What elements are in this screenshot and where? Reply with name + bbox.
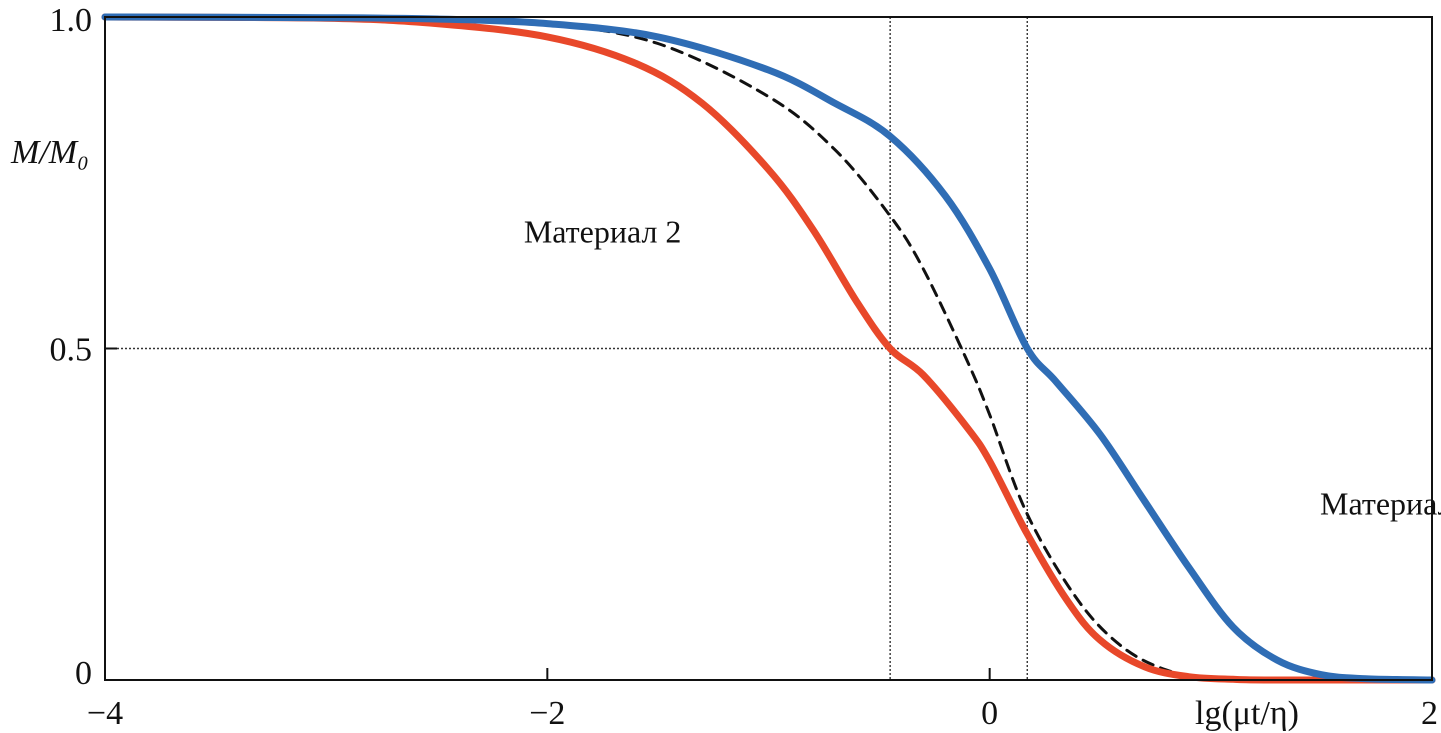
annotation-label-0: Материал 2	[524, 213, 682, 249]
x-tick-label-0: −4	[87, 695, 123, 732]
y-tick-label-2: 1.0	[50, 2, 93, 39]
plot-frame	[104, 16, 1433, 681]
y-tick-label-1: 0.5	[50, 332, 93, 369]
x-tick-label-2: 0	[981, 695, 998, 732]
annotation-label-1: Материал 1	[1320, 485, 1441, 521]
x-tick-label-3: 2	[1421, 695, 1438, 732]
series-line-material-1	[101, 13, 1436, 684]
y-axis-label: M/M₀	[10, 134, 89, 171]
y-tick-label-0: 0	[75, 655, 92, 692]
x-axis-label: lg(μt/η)	[1195, 695, 1299, 732]
ticks	[104, 16, 1433, 681]
series-layer	[101, 13, 1436, 684]
annotations: Материал 2 Материал 1	[524, 213, 1441, 521]
series-line-material-2	[101, 13, 1436, 684]
reference-lines	[105, 17, 1432, 680]
x-tick-label-1: −2	[529, 695, 565, 732]
tick-labels: −4 −2 0 2 0 0.5 1.0	[50, 2, 1439, 732]
plot-border	[104, 16, 1433, 681]
